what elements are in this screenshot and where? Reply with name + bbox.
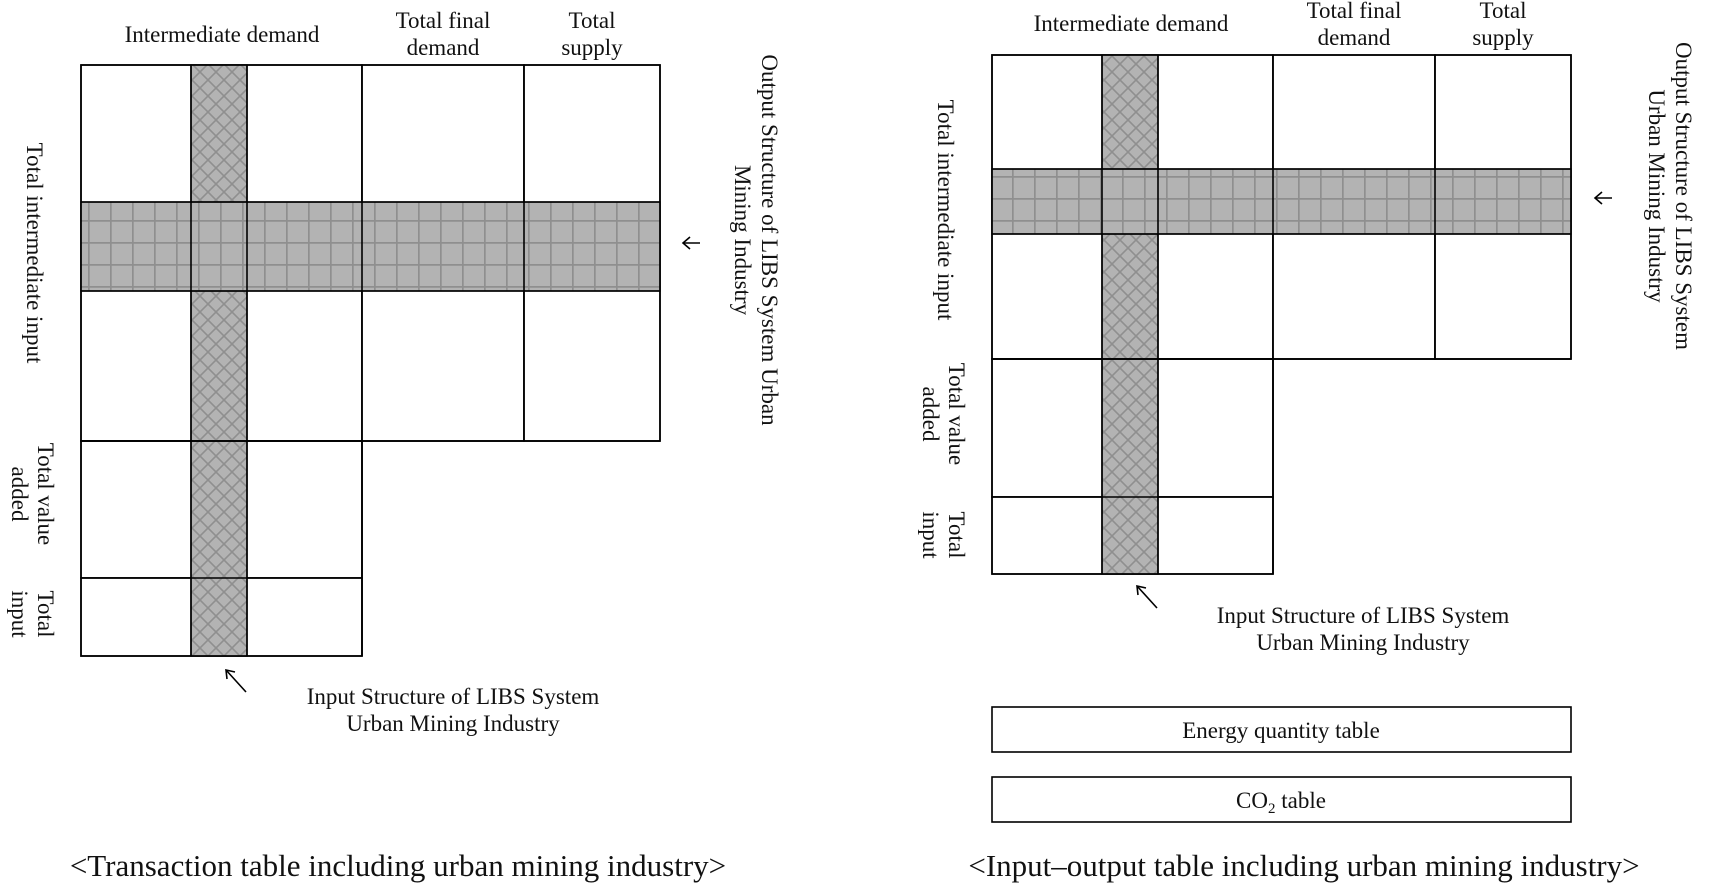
left-row-total-value-added-line2: added (7, 467, 32, 522)
left-grid-lines (80, 64, 661, 657)
left-header-total-final-demand-line1: Total final (396, 8, 491, 33)
right-header-intermediate-demand: Intermediate demand (1034, 11, 1229, 36)
left-input-arrow-icon (225, 668, 247, 693)
left-output-structure-label-line2: Mining Industry (730, 165, 755, 316)
co2-table-label: CO2 table (1236, 788, 1326, 817)
right-header-total-final-demand-line1: Total final (1307, 0, 1402, 23)
right-input-structure-column (1101, 54, 1159, 575)
right-output-arrow-icon (1593, 191, 1612, 205)
right-output-structure-row (991, 168, 1572, 235)
transaction-table-diagram: Intermediate demand Total final demand T… (7, 8, 782, 883)
right-input-structure-label-line1: Input Structure of LIBS System (1217, 603, 1510, 628)
right-input-structure-label-line2: Urban Mining Industry (1256, 630, 1470, 655)
co2-label-main: CO (1236, 788, 1268, 813)
right-header-total-supply-line2: supply (1472, 25, 1534, 50)
left-header-total-final-demand-line2: demand (407, 35, 480, 60)
left-output-arrow-icon (681, 236, 700, 250)
input-output-table-diagram: Intermediate demand Total final demand T… (918, 0, 1696, 883)
right-row-total-value-added-line1: Total value (944, 363, 969, 466)
right-row-total-intermediate-input: Total intermediate input (933, 100, 958, 321)
left-row-total-intermediate-input: Total intermediate input (22, 143, 47, 364)
left-caption: <Transaction table including urban minin… (70, 848, 726, 883)
right-caption: <Input–output table including urban mini… (968, 848, 1639, 883)
right-grid-lines (991, 54, 1572, 575)
energy-quantity-table-label: Energy quantity table (1182, 718, 1380, 743)
right-input-arrow-icon (1136, 584, 1158, 609)
co2-label-suffix: table (1276, 788, 1326, 813)
left-output-structure-row (80, 201, 661, 292)
right-row-total-value-added-line2: added (918, 387, 943, 442)
left-input-structure-label-line1: Input Structure of LIBS System (307, 684, 600, 709)
left-header-intermediate-demand: Intermediate demand (125, 22, 320, 47)
right-output-structure-label-line1: Output Structure of LIBS System (1671, 42, 1696, 350)
right-header-total-final-demand-line2: demand (1318, 25, 1391, 50)
right-row-total-input-line2: input (918, 511, 943, 559)
left-row-total-input-line1: Total (33, 591, 58, 638)
right-output-structure-label-line2: Urban Mining Industry (1644, 89, 1669, 303)
right-row-total-input-line1: Total (944, 512, 969, 559)
left-row-total-input-line2: input (7, 590, 32, 638)
co2-label-subscript: 2 (1268, 801, 1276, 817)
left-input-structure-label-line2: Urban Mining Industry (346, 711, 560, 736)
left-header-total-supply-line2: supply (561, 35, 623, 60)
energy-quantity-table-box (991, 706, 1572, 753)
co2-table-box (991, 776, 1572, 823)
right-header-total-supply-line1: Total (1480, 0, 1527, 23)
left-row-total-value-added-line1: Total value (33, 443, 58, 546)
left-input-structure-column (190, 64, 248, 657)
left-output-structure-label-line1: Output Structure of LIBS System Urban (757, 54, 782, 426)
left-header-total-supply-line1: Total (569, 8, 616, 33)
